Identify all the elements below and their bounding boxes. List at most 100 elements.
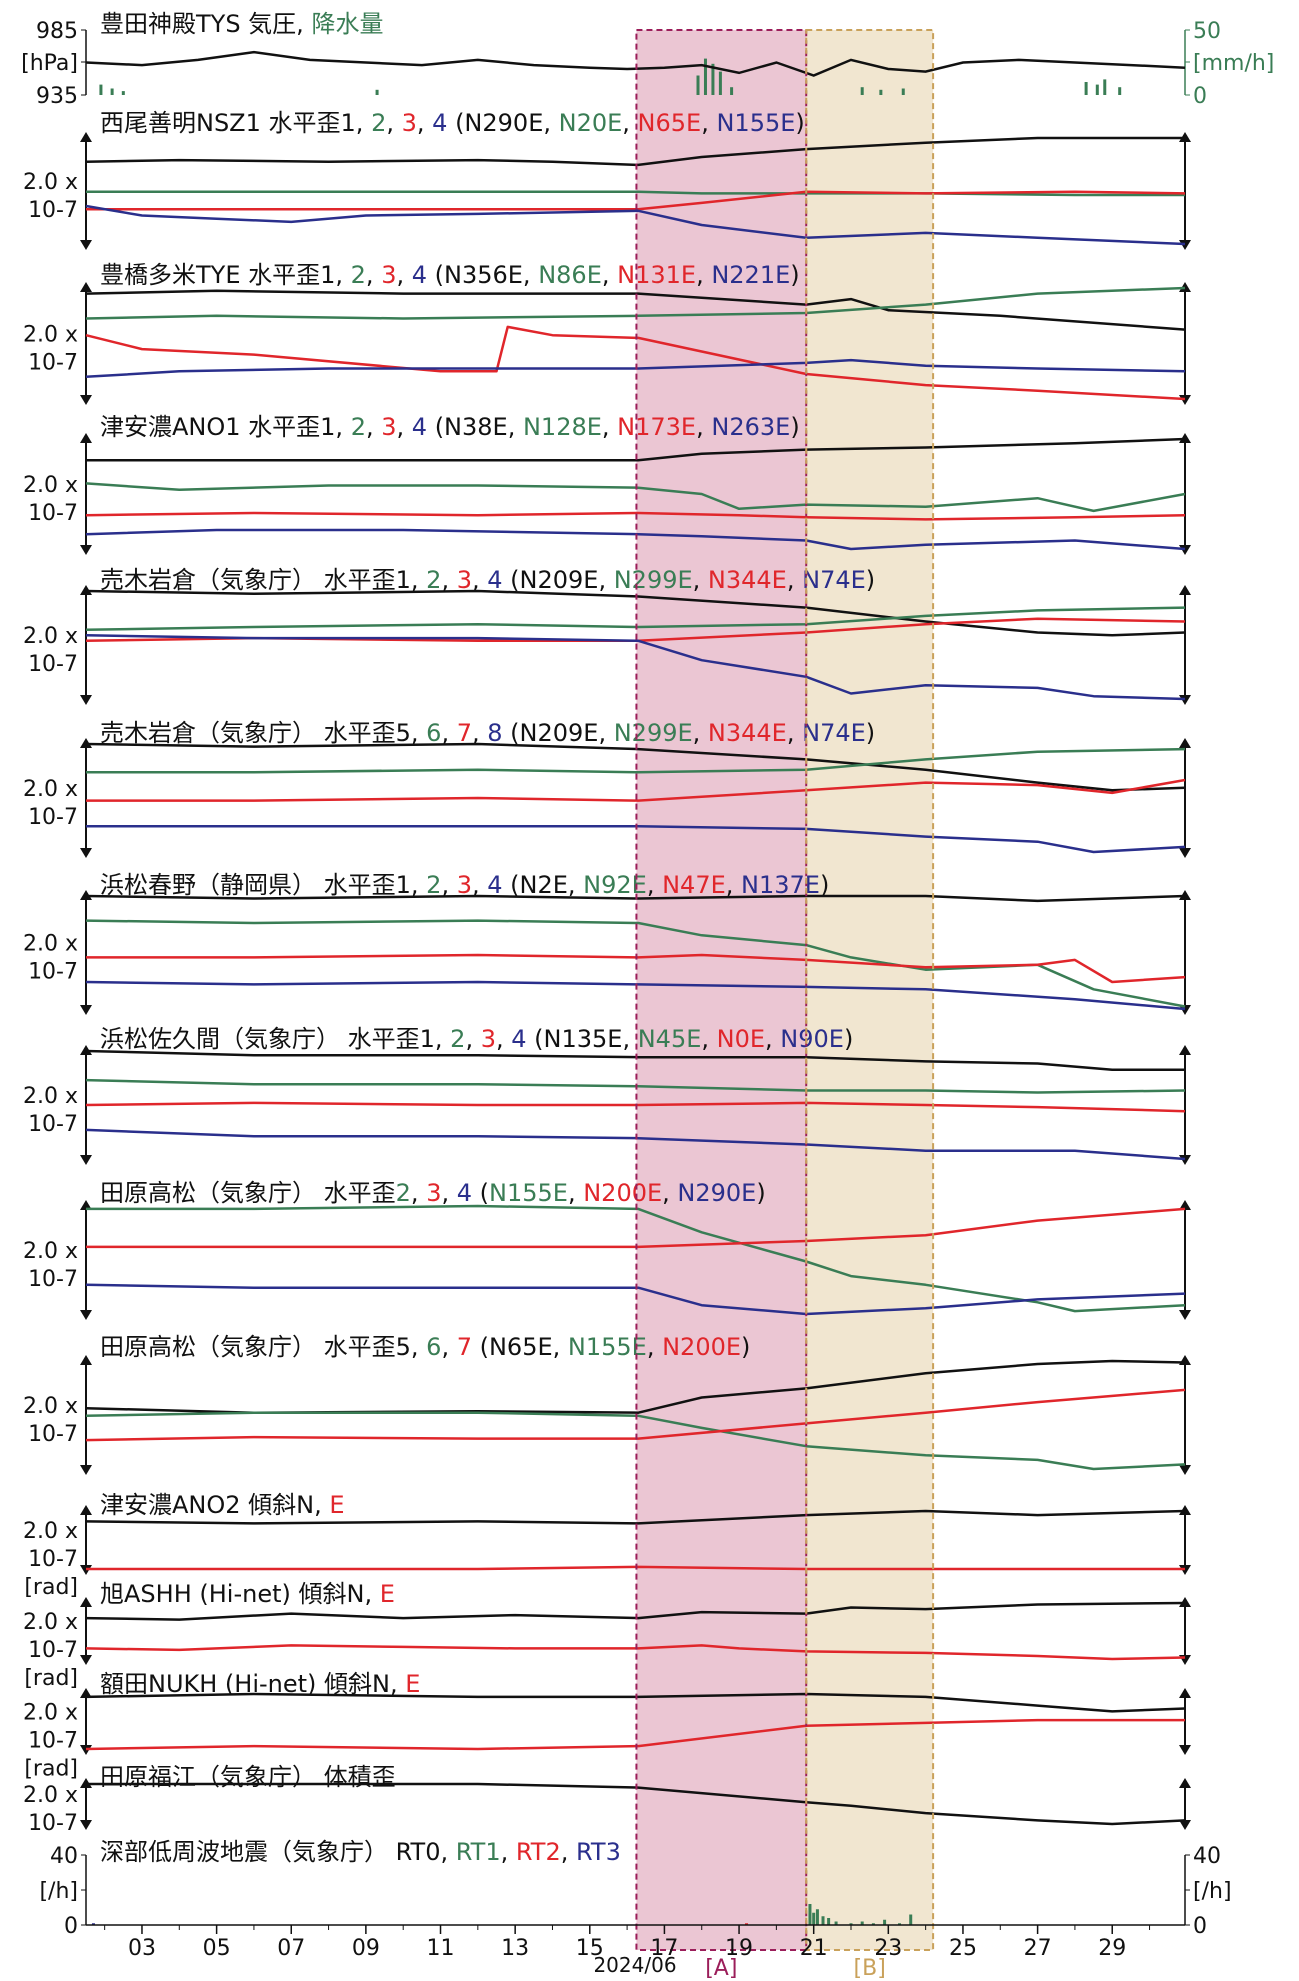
scale-label: 2.0 x: [23, 1084, 78, 1109]
panel-title: 田原福江（気象庁） 体積歪: [100, 1763, 396, 1791]
scale-arrow-head: [1179, 1465, 1191, 1475]
scale-arrow-head: [80, 1505, 92, 1515]
title-part: 2: [396, 1179, 411, 1207]
rain-bar: [121, 91, 125, 95]
left-tick-label: [hPa]: [21, 51, 78, 76]
x-tick-label: 17: [650, 1936, 678, 1961]
scale-arrow-head: [80, 1045, 92, 1055]
title-part: RT1: [456, 1838, 501, 1866]
title-part: N200E: [662, 1333, 741, 1361]
title-part: 4: [487, 871, 502, 899]
scale-label: 2.0 x: [23, 1783, 78, 1808]
x-tick-label: 29: [1098, 1936, 1126, 1961]
title-part: ,: [441, 1179, 456, 1207]
scale-arrow-head: [1179, 890, 1191, 900]
title-part: (N65E,: [472, 1333, 568, 1361]
scale-label: 10-7: [28, 501, 78, 526]
title-part: E: [380, 1580, 395, 1608]
title-part: ,: [501, 1838, 516, 1866]
title-part: N155E: [489, 1179, 568, 1207]
title-part: 売木岩倉（気象庁） 水平歪5,: [100, 719, 426, 747]
scale-label: 2.0 x: [23, 624, 78, 649]
x-axis-label: 2024/06: [593, 1953, 676, 1977]
title-part: ,: [568, 1179, 583, 1207]
panel-title: 津安濃ANO1 水平歪1, 2, 3, 4 (N38E, N128E, N173…: [100, 413, 800, 441]
panels-layer: 豊田神殿TYS 気圧, 降水量 985 50 [hPa] [mm/h] 935 0 西尾善明N…: [21, 10, 1274, 1939]
rain-bar: [703, 58, 707, 95]
title-part: (N2E,: [503, 871, 584, 899]
rain-bar: [1103, 79, 1107, 95]
rain-bar: [696, 75, 700, 95]
period-label: [A]: [705, 1956, 737, 1981]
left-tick-label: 40: [50, 1844, 78, 1869]
scale-label: 2.0 x: [23, 932, 78, 957]
series-line-blue: [85, 634, 1186, 701]
title-part: N299E: [614, 719, 693, 747]
title-part: ,: [386, 109, 401, 137]
title-part: 4: [412, 261, 427, 289]
title-part: ,: [765, 1025, 780, 1053]
panel-1: 西尾善明NSZ1 水平歪1, 2, 3, 4 (N290E, N20E, N65…: [23, 109, 1191, 250]
title-part: ,: [696, 413, 711, 441]
left-tick-label: 0: [64, 1914, 78, 1939]
title-part: ,: [693, 719, 708, 747]
scale-arrow-head: [80, 282, 92, 292]
x-tick-label: 27: [1024, 1936, 1052, 1961]
series-line-red: [85, 1388, 1186, 1442]
panel-6: 浜松春野（静岡県） 水平歪1, 2, 3, 4 (N2E, N92E, N47E…: [23, 871, 1191, 1015]
series-line-green: [85, 606, 1186, 632]
left-tick-label: 935: [36, 84, 78, 109]
scale-arrow-head: [80, 890, 92, 900]
lfe-bar: [827, 1918, 831, 1925]
scale-label: 10-7: [28, 198, 78, 223]
right-tick-label: [/h]: [1193, 1879, 1232, 1904]
scale-label: 10-7: [28, 351, 78, 376]
panel-title: 浜松春野（静岡県） 水平歪1, 2, 3, 4 (N2E, N92E, N47E…: [100, 871, 829, 899]
title-part: 2: [450, 1025, 465, 1053]
title-part: ,: [397, 413, 412, 441]
lfe-bar: [745, 1923, 749, 1925]
title-part: 田原高松（気象庁） 水平歪: [100, 1179, 396, 1207]
rain-bar: [1095, 84, 1099, 95]
title-part: ,: [622, 109, 637, 137]
series-line-black: [85, 1601, 1186, 1621]
scale-arrow-head: [1179, 395, 1191, 405]
scale-arrow-head: [80, 545, 92, 555]
title-part: 2: [371, 109, 386, 137]
scale-arrow-head: [80, 1745, 92, 1755]
title-part: ): [795, 109, 804, 137]
title-part: ,: [417, 109, 432, 137]
series-line-black: [85, 894, 1186, 903]
title-part: 2: [351, 261, 366, 289]
series-line-blue: [85, 1283, 1186, 1316]
lfe-bar: [834, 1921, 838, 1925]
scale-label: [rad]: [24, 1757, 78, 1782]
title-part: ): [866, 719, 875, 747]
panel-7: 浜松佐久間（気象庁） 水平歪1, 2, 3, 4 (N135E, N45E, N…: [23, 1025, 1191, 1165]
scale-arrow-head: [80, 585, 92, 595]
title-part: 6: [426, 719, 441, 747]
title-part: RT2: [516, 1838, 561, 1866]
title-part: ,: [472, 719, 487, 747]
scale-arrow-head: [80, 1355, 92, 1365]
scale-arrow-head: [80, 1200, 92, 1210]
scale-label: 10-7: [28, 1811, 78, 1836]
panel-title: 売木岩倉（気象庁） 水平歪1, 2, 3, 4 (N209E, N299E, N…: [100, 566, 875, 594]
title-part: ,: [787, 566, 802, 594]
scale-arrow-head: [1179, 738, 1191, 748]
panel-0: 豊田神殿TYS 気圧, 降水量 985 50 [hPa] [mm/h] 935 0: [21, 10, 1274, 109]
title-part: (N209E,: [503, 566, 614, 594]
title-part: 3: [457, 871, 472, 899]
title-part: 3: [402, 109, 417, 137]
scale-arrow-head: [1179, 1745, 1191, 1755]
title-part: RT3: [576, 1838, 621, 1866]
series-line-red: [85, 1101, 1186, 1113]
panel-5: 売木岩倉（気象庁） 水平歪5, 6, 7, 8 (N209E, N299E, N…: [23, 719, 1191, 858]
series-line-green: [85, 482, 1186, 513]
rain-bar: [1084, 82, 1088, 95]
title-part: ,: [602, 413, 617, 441]
series-line-black: [86, 1782, 1186, 1826]
title-part: ,: [366, 413, 381, 441]
title-part: N65E: [638, 109, 702, 137]
